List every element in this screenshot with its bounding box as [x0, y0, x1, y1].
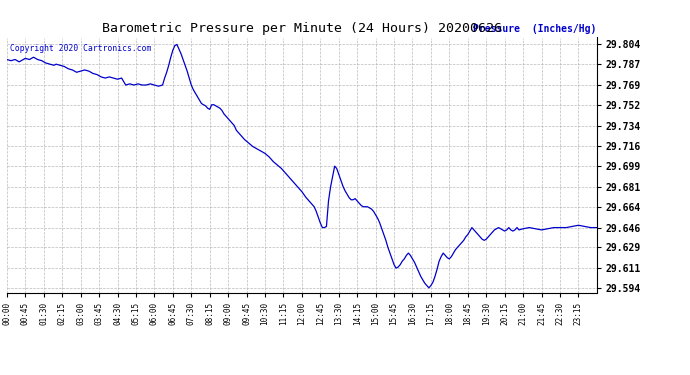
Text: Pressure  (Inches/Hg): Pressure (Inches/Hg) [473, 24, 597, 34]
Text: Copyright 2020 Cartronics.com: Copyright 2020 Cartronics.com [10, 44, 151, 53]
Title: Barometric Pressure per Minute (24 Hours) 20200626: Barometric Pressure per Minute (24 Hours… [102, 22, 502, 35]
